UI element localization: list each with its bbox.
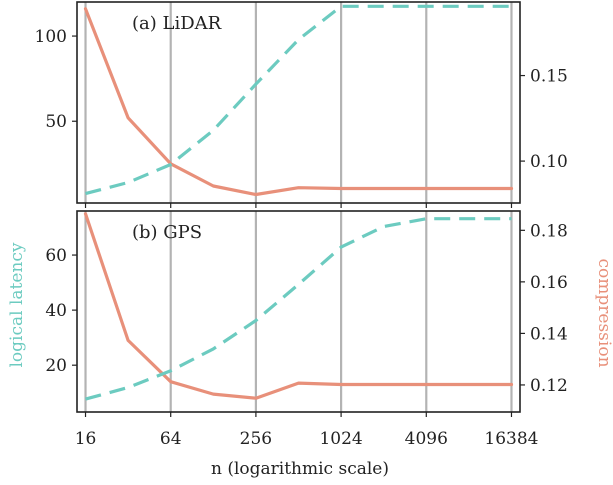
latency-series-line <box>85 4 512 196</box>
right-tick-label: 0.15 <box>530 67 568 87</box>
compression-series-line <box>83 7 514 197</box>
right-tick-label: 0.14 <box>530 324 568 344</box>
panel-b: 20 40 60 0.12 0.14 0.16 0.18 (b) GPS <box>45 210 568 417</box>
panel-title: (b) GPS <box>132 222 202 243</box>
right-tick-label: 0.10 <box>530 152 568 172</box>
right-tick-label: 0.12 <box>530 376 568 396</box>
plot-frame <box>76 210 521 413</box>
right-tick-label: 0.16 <box>530 273 568 293</box>
left-axis-title: logical latency <box>7 242 27 367</box>
right-tick-label: 0.18 <box>530 221 568 241</box>
x-tick-label: 16 <box>75 429 97 449</box>
x-tick-label: 64 <box>160 429 182 449</box>
plot-frame <box>76 1 521 204</box>
left-tick-label: 40 <box>45 301 67 321</box>
left-tick-label: 20 <box>45 356 67 376</box>
x-tick-label: 1024 <box>319 429 362 449</box>
compression-series-line <box>83 212 514 400</box>
panel-a: 50 100 0.10 0.15 (a) LiDAR <box>35 1 568 208</box>
x-axis-title: n (logarithmic scale) <box>211 459 389 479</box>
left-tick-label: 100 <box>35 27 67 47</box>
left-tick-label: 60 <box>45 246 67 266</box>
x-tick-label: 4096 <box>405 429 448 449</box>
left-tick-label: 50 <box>45 112 67 132</box>
x-tick-label: 256 <box>240 429 272 449</box>
right-axis-title: compression <box>594 258 613 367</box>
latency-series-line <box>85 217 512 401</box>
panel-title: (a) LiDAR <box>132 13 222 34</box>
panels: 50 100 0.10 0.15 (a) LiDAR 20 40 60 0.12 0.14 0.16… <box>35 1 568 449</box>
x-tick-label: 16384 <box>484 429 538 449</box>
